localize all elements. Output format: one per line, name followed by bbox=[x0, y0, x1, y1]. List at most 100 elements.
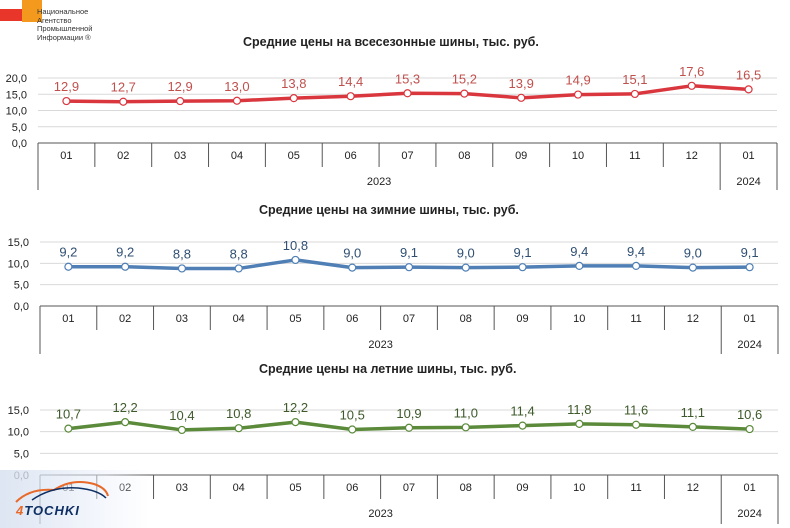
svg-text:11,0: 11,0 bbox=[454, 405, 478, 420]
svg-text:11: 11 bbox=[630, 482, 641, 494]
svg-text:13,8: 13,8 bbox=[281, 76, 306, 91]
svg-text:10,9: 10,9 bbox=[396, 406, 421, 421]
svg-text:15,0: 15,0 bbox=[6, 89, 27, 101]
svg-text:13,9: 13,9 bbox=[509, 76, 534, 91]
watermark-text: 4TOCHKI bbox=[16, 503, 80, 518]
svg-text:03: 03 bbox=[176, 313, 188, 325]
svg-text:8,8: 8,8 bbox=[230, 246, 248, 261]
svg-text:10,0: 10,0 bbox=[8, 258, 29, 270]
car-silhouette-icon bbox=[15, 481, 109, 503]
svg-text:01: 01 bbox=[743, 482, 755, 494]
svg-text:17,6: 17,6 bbox=[679, 64, 704, 79]
logo-line: Национальное bbox=[37, 7, 89, 16]
svg-text:9,4: 9,4 bbox=[627, 244, 645, 259]
svg-text:08: 08 bbox=[460, 482, 472, 494]
svg-text:02: 02 bbox=[119, 313, 131, 325]
svg-text:01: 01 bbox=[743, 313, 755, 325]
svg-text:2023: 2023 bbox=[368, 339, 392, 351]
svg-text:12: 12 bbox=[687, 313, 699, 325]
svg-text:02: 02 bbox=[117, 150, 129, 162]
svg-text:06: 06 bbox=[345, 150, 357, 162]
svg-text:10,8: 10,8 bbox=[283, 238, 308, 253]
svg-text:10,0: 10,0 bbox=[8, 427, 29, 439]
svg-text:0,0: 0,0 bbox=[14, 301, 29, 313]
svg-text:05: 05 bbox=[289, 313, 301, 325]
logo-tag: НАПИ bbox=[4, 5, 19, 11]
svg-text:2023: 2023 bbox=[367, 176, 391, 188]
svg-text:12,7: 12,7 bbox=[111, 80, 136, 95]
svg-text:9,4: 9,4 bbox=[570, 244, 588, 259]
svg-text:08: 08 bbox=[458, 150, 470, 162]
svg-text:04: 04 bbox=[233, 482, 245, 494]
svg-text:11,4: 11,4 bbox=[510, 404, 534, 419]
4tochki-watermark: 4TOCHKI bbox=[0, 470, 150, 528]
svg-text:04: 04 bbox=[233, 313, 245, 325]
svg-text:04: 04 bbox=[231, 150, 243, 162]
svg-text:09: 09 bbox=[516, 482, 528, 494]
logo-text: Национальное Агентство Промышленной Инфо… bbox=[37, 7, 117, 42]
svg-text:9,0: 9,0 bbox=[343, 246, 361, 261]
svg-text:10,7: 10,7 bbox=[56, 407, 81, 422]
svg-text:11,8: 11,8 bbox=[567, 402, 591, 417]
svg-text:03: 03 bbox=[176, 482, 188, 494]
svg-text:10,6: 10,6 bbox=[737, 407, 762, 422]
svg-text:06: 06 bbox=[346, 313, 358, 325]
logo-line: Промышленной bbox=[37, 24, 93, 33]
svg-text:08: 08 bbox=[460, 313, 472, 325]
svg-text:2024: 2024 bbox=[737, 508, 761, 520]
svg-text:5,0: 5,0 bbox=[14, 448, 29, 460]
watermark-prefix: 4 bbox=[16, 503, 25, 518]
logo-orange-square bbox=[22, 0, 42, 22]
logo-line: Агентство bbox=[37, 15, 72, 25]
svg-text:11,6: 11,6 bbox=[624, 403, 648, 418]
svg-text:12,9: 12,9 bbox=[54, 79, 79, 94]
svg-text:9,1: 9,1 bbox=[400, 245, 418, 260]
svg-text:05: 05 bbox=[289, 482, 301, 494]
svg-text:03: 03 bbox=[174, 150, 186, 162]
svg-text:10,5: 10,5 bbox=[340, 408, 365, 423]
svg-text:9,1: 9,1 bbox=[513, 245, 531, 260]
svg-text:10,0: 10,0 bbox=[6, 106, 27, 118]
svg-text:12: 12 bbox=[687, 482, 699, 494]
svg-text:11,1: 11,1 bbox=[681, 405, 705, 420]
svg-text:2024: 2024 bbox=[737, 339, 761, 351]
svg-text:06: 06 bbox=[346, 482, 358, 494]
svg-text:15,2: 15,2 bbox=[452, 72, 477, 87]
svg-text:09: 09 bbox=[515, 150, 527, 162]
svg-text:10,8: 10,8 bbox=[226, 406, 251, 421]
svg-text:12: 12 bbox=[686, 150, 698, 162]
svg-text:15,0: 15,0 bbox=[8, 237, 29, 249]
svg-text:5,0: 5,0 bbox=[12, 122, 27, 134]
svg-text:9,0: 9,0 bbox=[684, 246, 702, 261]
svg-text:10: 10 bbox=[573, 482, 585, 494]
svg-text:01: 01 bbox=[742, 150, 754, 162]
svg-text:20,0: 20,0 bbox=[6, 73, 27, 85]
svg-text:11: 11 bbox=[629, 150, 640, 162]
svg-text:10: 10 bbox=[572, 150, 584, 162]
svg-text:07: 07 bbox=[401, 150, 413, 162]
svg-text:14,9: 14,9 bbox=[565, 73, 590, 88]
chart-title-winter: Средние цены на зимние шины, тыс. руб. bbox=[259, 203, 519, 217]
svg-text:12,9: 12,9 bbox=[167, 79, 192, 94]
svg-text:12,2: 12,2 bbox=[283, 400, 308, 415]
svg-text:8,8: 8,8 bbox=[173, 246, 191, 261]
svg-text:0,0: 0,0 bbox=[12, 138, 27, 150]
svg-text:2023: 2023 bbox=[368, 508, 392, 520]
svg-text:10: 10 bbox=[573, 313, 585, 325]
napi-logo: НАПИ Национальное Агентство Промышленной… bbox=[0, 0, 120, 58]
svg-text:07: 07 bbox=[403, 482, 415, 494]
svg-text:9,0: 9,0 bbox=[457, 246, 475, 261]
svg-text:12,2: 12,2 bbox=[112, 400, 137, 415]
svg-text:09: 09 bbox=[516, 313, 528, 325]
svg-text:13,0: 13,0 bbox=[224, 79, 249, 94]
svg-text:5,0: 5,0 bbox=[14, 280, 29, 292]
svg-text:9,1: 9,1 bbox=[741, 245, 759, 260]
svg-text:15,3: 15,3 bbox=[395, 71, 420, 86]
svg-text:01: 01 bbox=[62, 313, 74, 325]
